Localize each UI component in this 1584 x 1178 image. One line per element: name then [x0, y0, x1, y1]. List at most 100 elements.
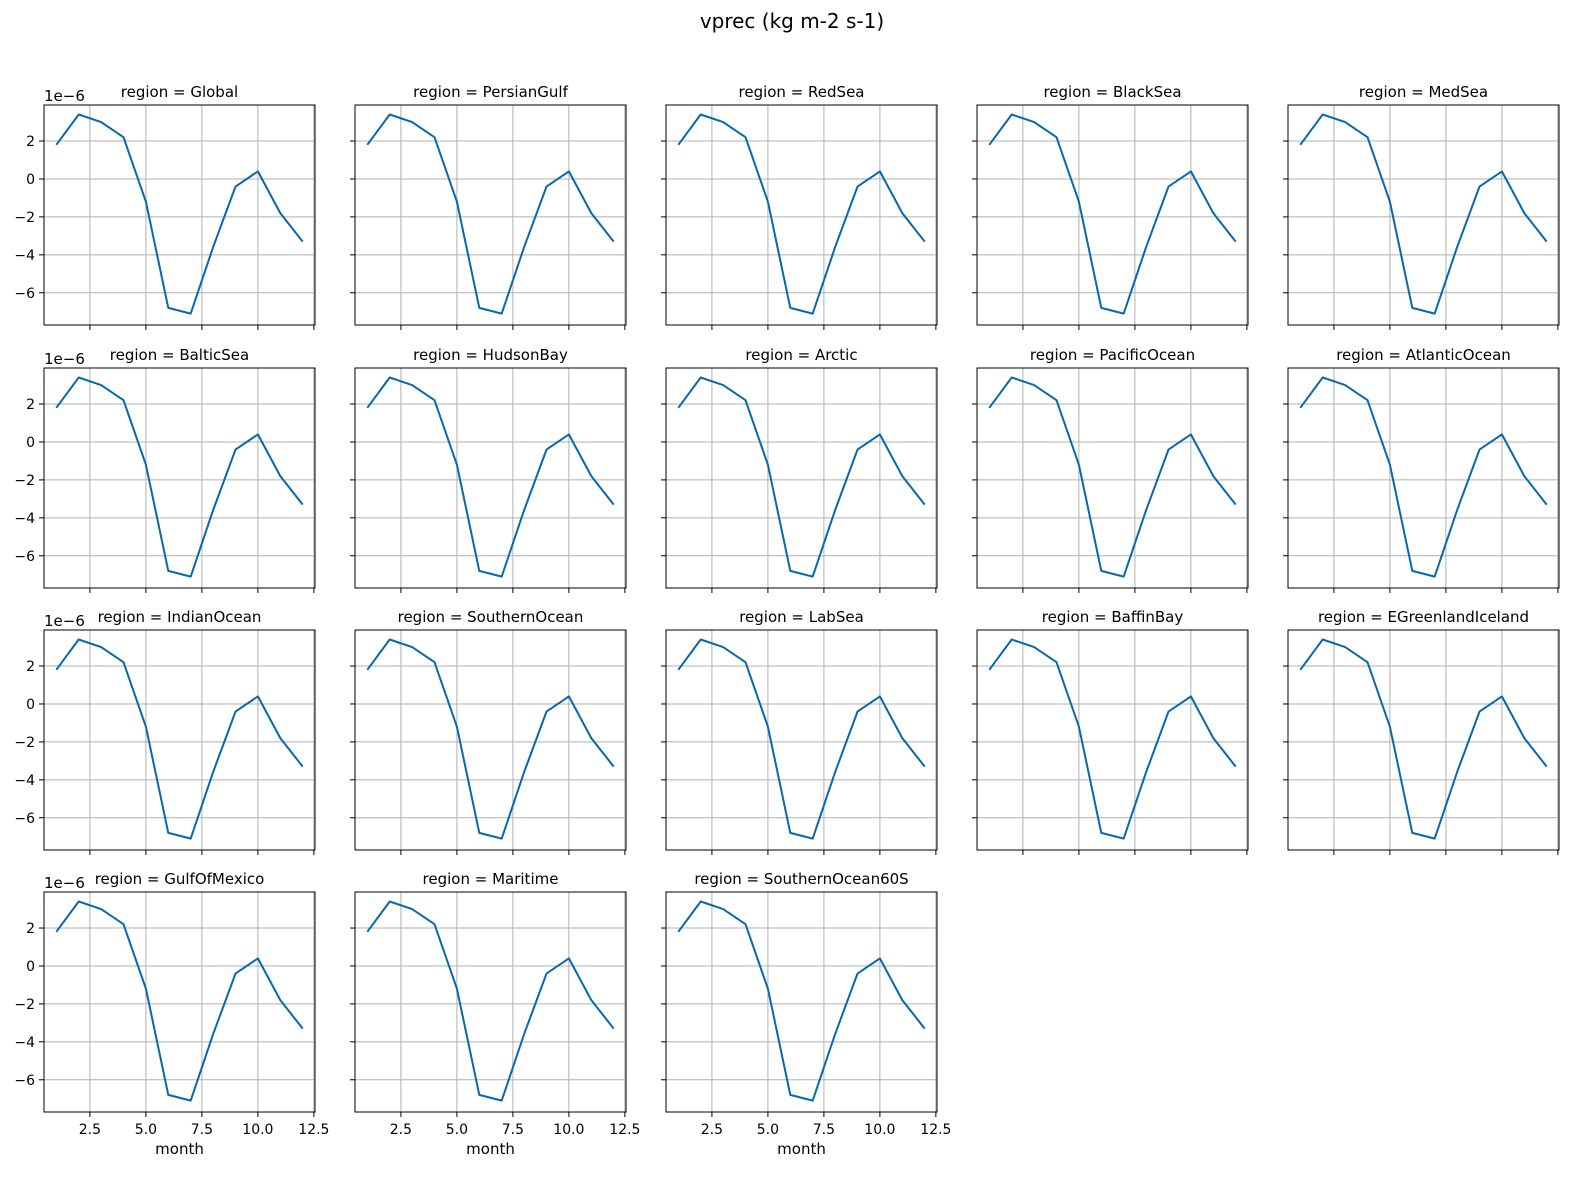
- chart-panel: region = BlackSea: [972, 83, 1249, 330]
- series-line: [677, 900, 926, 1102]
- series-line: [55, 376, 304, 578]
- x-tick-label: 10.0: [242, 1122, 273, 1138]
- panel-title: region = SouthernOcean: [398, 608, 584, 626]
- chart-panel: region = Global −6 −4 −2 0 2 1e−6: [14, 83, 316, 330]
- y-offset-label: 1e−6: [44, 612, 85, 630]
- y-tick-label: 0: [26, 172, 35, 188]
- panel-title: region = LabSea: [739, 608, 864, 626]
- series-line: [55, 113, 304, 315]
- axes-frame: [354, 367, 627, 589]
- series-line: [677, 638, 926, 840]
- x-tick-label: 2.5: [701, 1122, 723, 1138]
- panel-title: region = MedSea: [1359, 83, 1488, 101]
- series-line: [55, 638, 304, 840]
- x-tick-label: 12.5: [609, 1122, 640, 1138]
- axes-frame: [43, 891, 316, 1113]
- chart-panel: region = Arctic: [661, 346, 938, 593]
- axes-frame: [43, 367, 316, 589]
- y-tick-label: −2: [14, 210, 35, 226]
- series-line: [988, 113, 1237, 315]
- panel-title: region = Arctic: [745, 346, 857, 364]
- axes-frame: [354, 629, 627, 851]
- x-tick-label: 10.0: [864, 1122, 895, 1138]
- chart-panel: region = EGreenlandIceland: [1283, 608, 1560, 855]
- chart-panel: region = Maritime 2.5 5.0 7.5 10.0 12.5 month: [350, 870, 640, 1158]
- y-tick-label: −2: [14, 997, 35, 1013]
- panel-title: region = HudsonBay: [413, 346, 568, 364]
- y-tick-label: −4: [14, 1035, 35, 1051]
- y-tick-label: −6: [14, 811, 35, 827]
- x-tick-label: 2.5: [390, 1122, 412, 1138]
- y-tick-label: 2: [26, 659, 35, 675]
- series-line: [1299, 113, 1548, 315]
- panel-grid: region = Global −6 −4 −2 0 2 1e−6 region = Pers…: [14, 83, 1560, 1158]
- y-tick-label: 0: [26, 697, 35, 713]
- axes-frame: [354, 891, 627, 1113]
- y-offset-label: 1e−6: [44, 874, 85, 892]
- panel-title: region = BlackSea: [1043, 83, 1181, 101]
- series-line: [677, 376, 926, 578]
- y-tick-label: 0: [26, 959, 35, 975]
- axes-frame: [43, 104, 316, 326]
- panel-title: region = BalticSea: [110, 346, 249, 364]
- axes-frame: [354, 104, 627, 326]
- y-tick-label: −4: [14, 511, 35, 527]
- chart-panel: region = LabSea: [661, 608, 938, 855]
- panel-title: region = PersianGulf: [413, 83, 568, 101]
- x-tick-label: 12.5: [920, 1122, 951, 1138]
- x-axis-label: month: [777, 1140, 826, 1158]
- axes-frame: [665, 104, 938, 326]
- panel-title: region = IndianOcean: [98, 608, 262, 626]
- series-line: [1299, 638, 1548, 840]
- x-tick-label: 10.0: [553, 1122, 584, 1138]
- y-tick-label: −6: [14, 1073, 35, 1089]
- y-tick-label: −2: [14, 735, 35, 751]
- axes-frame: [43, 629, 316, 851]
- axes-frame: [665, 367, 938, 589]
- figure-title: vprec (kg m-2 s-1): [700, 9, 884, 33]
- y-offset-label: 1e−6: [44, 87, 85, 105]
- panel-title: region = EGreenlandIceland: [1318, 608, 1529, 626]
- chart-panel: region = BalticSea −6 −4 −2 0 2 1e−6: [14, 346, 316, 593]
- axes-frame: [976, 104, 1249, 326]
- x-tick-label: 5.0: [446, 1122, 468, 1138]
- panel-title: region = GulfOfMexico: [95, 870, 265, 888]
- panel-title: region = Maritime: [423, 870, 559, 888]
- x-tick-label: 12.5: [298, 1122, 329, 1138]
- axes-frame: [665, 891, 938, 1113]
- chart-panel: region = PacificOcean: [972, 346, 1249, 593]
- y-tick-label: 2: [26, 134, 35, 150]
- series-line: [366, 376, 615, 578]
- chart-panel: region = HudsonBay: [350, 346, 627, 593]
- axes-frame: [1287, 629, 1560, 851]
- y-tick-label: −6: [14, 286, 35, 302]
- axes-frame: [665, 629, 938, 851]
- x-tick-label: 7.5: [813, 1122, 835, 1138]
- panel-title: region = SouthernOcean60S: [694, 870, 908, 888]
- panel-title: region = BaffinBay: [1042, 608, 1184, 626]
- panel-title: region = AtlanticOcean: [1336, 346, 1511, 364]
- chart-panel: region = RedSea: [661, 83, 938, 330]
- y-offset-label: 1e−6: [44, 350, 85, 368]
- y-tick-label: −4: [14, 773, 35, 789]
- panel-title: region = Global: [121, 83, 238, 101]
- y-tick-label: 2: [26, 397, 35, 413]
- series-line: [366, 113, 615, 315]
- axes-frame: [1287, 104, 1560, 326]
- chart-panel: region = MedSea: [1283, 83, 1560, 330]
- axes-frame: [976, 629, 1249, 851]
- x-tick-label: 5.0: [135, 1122, 157, 1138]
- x-axis-label: month: [466, 1140, 515, 1158]
- x-tick-label: 2.5: [79, 1122, 101, 1138]
- y-tick-label: 0: [26, 435, 35, 451]
- chart-panel: region = IndianOcean −6 −4 −2 0 2 1e−6: [14, 608, 316, 855]
- axes-frame: [976, 367, 1249, 589]
- chart-panel: region = SouthernOcean60S 2.5 5.0 7.5 10.0 12…: [661, 870, 951, 1158]
- series-line: [366, 900, 615, 1102]
- y-tick-label: −6: [14, 549, 35, 565]
- axes-frame: [1287, 367, 1560, 589]
- x-tick-label: 5.0: [757, 1122, 779, 1138]
- chart-panel: region = GulfOfMexico −6 −4 −2 0 2 2.5 5.0 7.5 10…: [14, 870, 329, 1158]
- chart-panel: region = BaffinBay: [972, 608, 1249, 855]
